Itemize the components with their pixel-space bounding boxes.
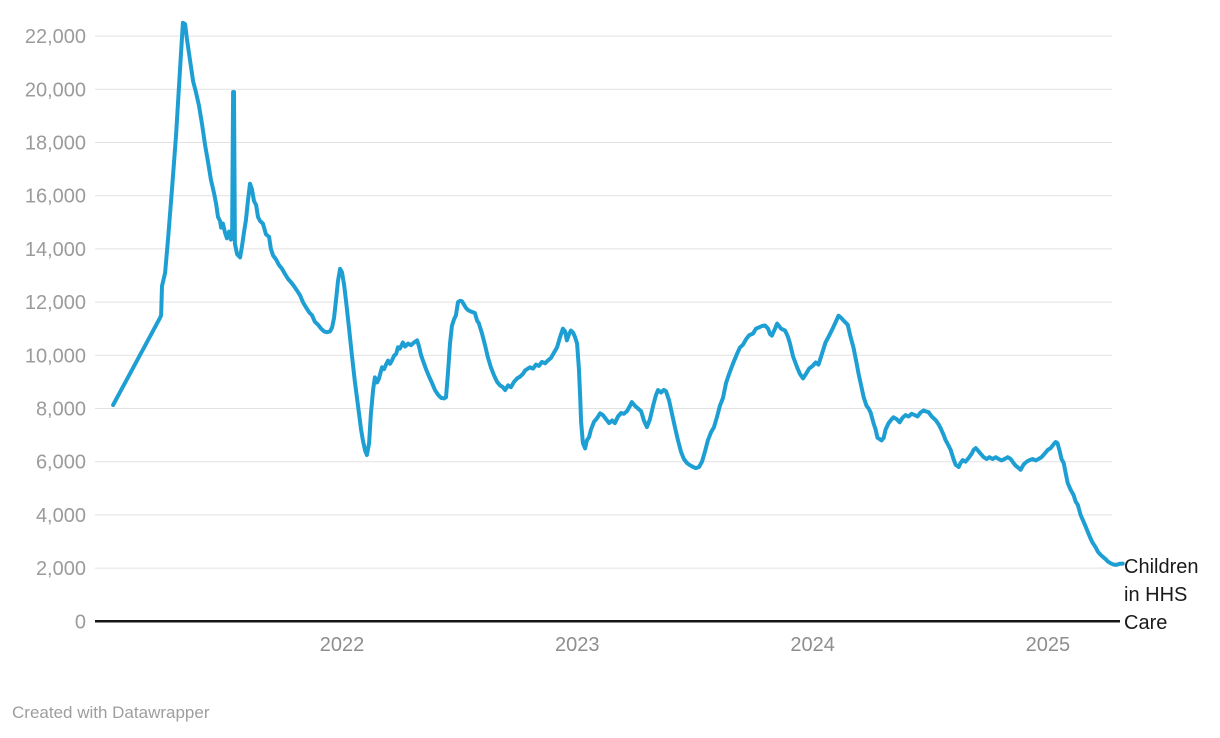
y-tick-label-8000: 8,000 bbox=[36, 399, 86, 421]
y-tick-label-4000: 4,000 bbox=[36, 505, 86, 527]
y-tick-label-16000: 16,000 bbox=[25, 186, 86, 208]
series-label-line2: in HHS bbox=[1124, 584, 1188, 606]
series-line bbox=[111, 20, 1125, 567]
y-tick-label-20000: 20,000 bbox=[25, 79, 86, 101]
y-tick-label-0: 0 bbox=[75, 611, 86, 633]
series-label: Children in HHS Care bbox=[1124, 553, 1198, 637]
y-tick-label-18000: 18,000 bbox=[25, 133, 86, 155]
x-tick-label-2024: 2024 bbox=[790, 634, 835, 656]
y-tick-label-12000: 12,000 bbox=[25, 292, 86, 314]
x-tick-label-2025: 2025 bbox=[1026, 634, 1071, 656]
y-tick-label-6000: 6,000 bbox=[36, 452, 86, 474]
series-label-line3: Care bbox=[1124, 612, 1168, 634]
y-tick-label-14000: 14,000 bbox=[25, 239, 86, 261]
datawrapper-attribution: Created with Datawrapper bbox=[12, 703, 210, 722]
series-label-line1: Children bbox=[1124, 556, 1199, 578]
y-tick-label-22000: 22,000 bbox=[25, 26, 86, 48]
x-tick-label-2022: 2022 bbox=[320, 634, 365, 656]
y-tick-label-2000: 2,000 bbox=[36, 558, 86, 580]
x-tick-label-2023: 2023 bbox=[555, 634, 600, 656]
y-tick-label-10000: 10,000 bbox=[25, 345, 86, 367]
